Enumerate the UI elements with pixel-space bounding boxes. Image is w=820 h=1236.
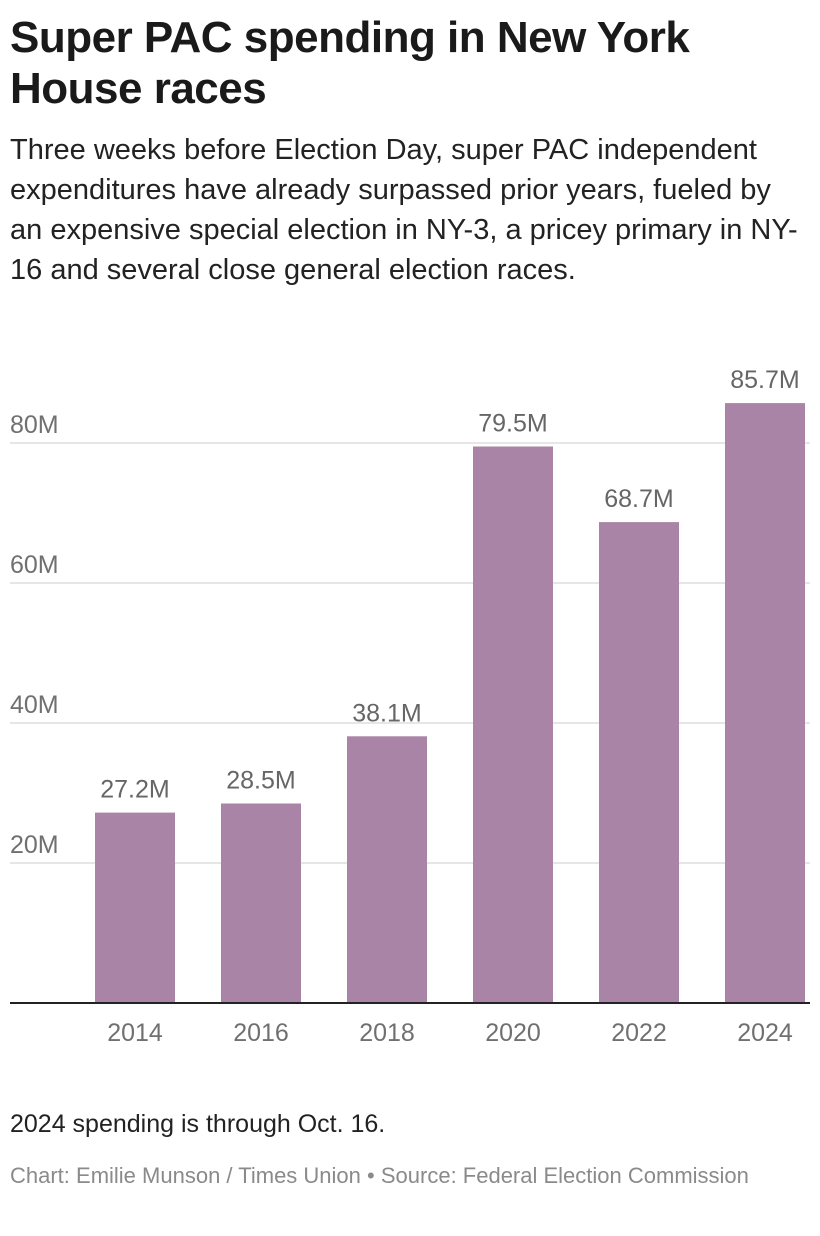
chart-credit: Chart: Emilie Munson / Times Union • Sou… xyxy=(10,1160,810,1192)
bar xyxy=(725,403,805,1004)
y-tick-label: 60M xyxy=(10,551,59,579)
bar-value-label: 28.5M xyxy=(226,767,295,795)
x-tick-label: 2020 xyxy=(485,1019,541,1047)
x-tick-label: 2016 xyxy=(233,1019,289,1047)
chart-subtitle: Three weeks before Election Day, super P… xyxy=(10,134,798,286)
bar-value-label: 68.7M xyxy=(604,485,673,513)
chart-title: Super PAC spending in New York House rac… xyxy=(10,13,690,113)
bar xyxy=(473,446,553,1003)
bar-value-label: 38.1M xyxy=(352,699,421,727)
bar xyxy=(599,522,679,1003)
bar-value-labels: 27.2M 28.5M 38.1M 79.5M 68.7M 85.7M xyxy=(100,366,799,803)
bar-value-label: 79.5M xyxy=(478,410,547,438)
x-tick-label: 2024 xyxy=(737,1019,793,1047)
x-axis-tick-labels: 2014 2016 2018 2020 2022 2024 xyxy=(107,1019,793,1047)
x-tick-label: 2018 xyxy=(359,1019,415,1047)
y-tick-label: 20M xyxy=(10,831,59,859)
x-tick-label: 2014 xyxy=(107,1019,163,1047)
bar xyxy=(95,812,175,1003)
bar-value-label: 27.2M xyxy=(100,776,169,804)
bar xyxy=(221,803,301,1003)
credit-source: Source: Federal Election Commission xyxy=(380,1163,749,1188)
credit-author: Chart: Emilie Munson / Times Union xyxy=(10,1163,361,1188)
chart-note: 2024 spending is through Oct. 16. xyxy=(10,1110,386,1138)
y-tick-label: 80M xyxy=(10,411,59,439)
x-tick-label: 2022 xyxy=(611,1019,667,1047)
y-axis-tick-labels: 20M 40M 60M 80M xyxy=(10,411,59,859)
bar xyxy=(347,736,427,1003)
y-tick-label: 40M xyxy=(10,691,59,719)
bar-value-label: 85.7M xyxy=(730,366,799,394)
bar-chart: 20M 40M 60M 80M 27.2M 28.5M 38.1M 79.5M 68.7M 85… xyxy=(10,366,810,1047)
bars xyxy=(95,403,805,1004)
credit-separator: • xyxy=(367,1163,375,1188)
